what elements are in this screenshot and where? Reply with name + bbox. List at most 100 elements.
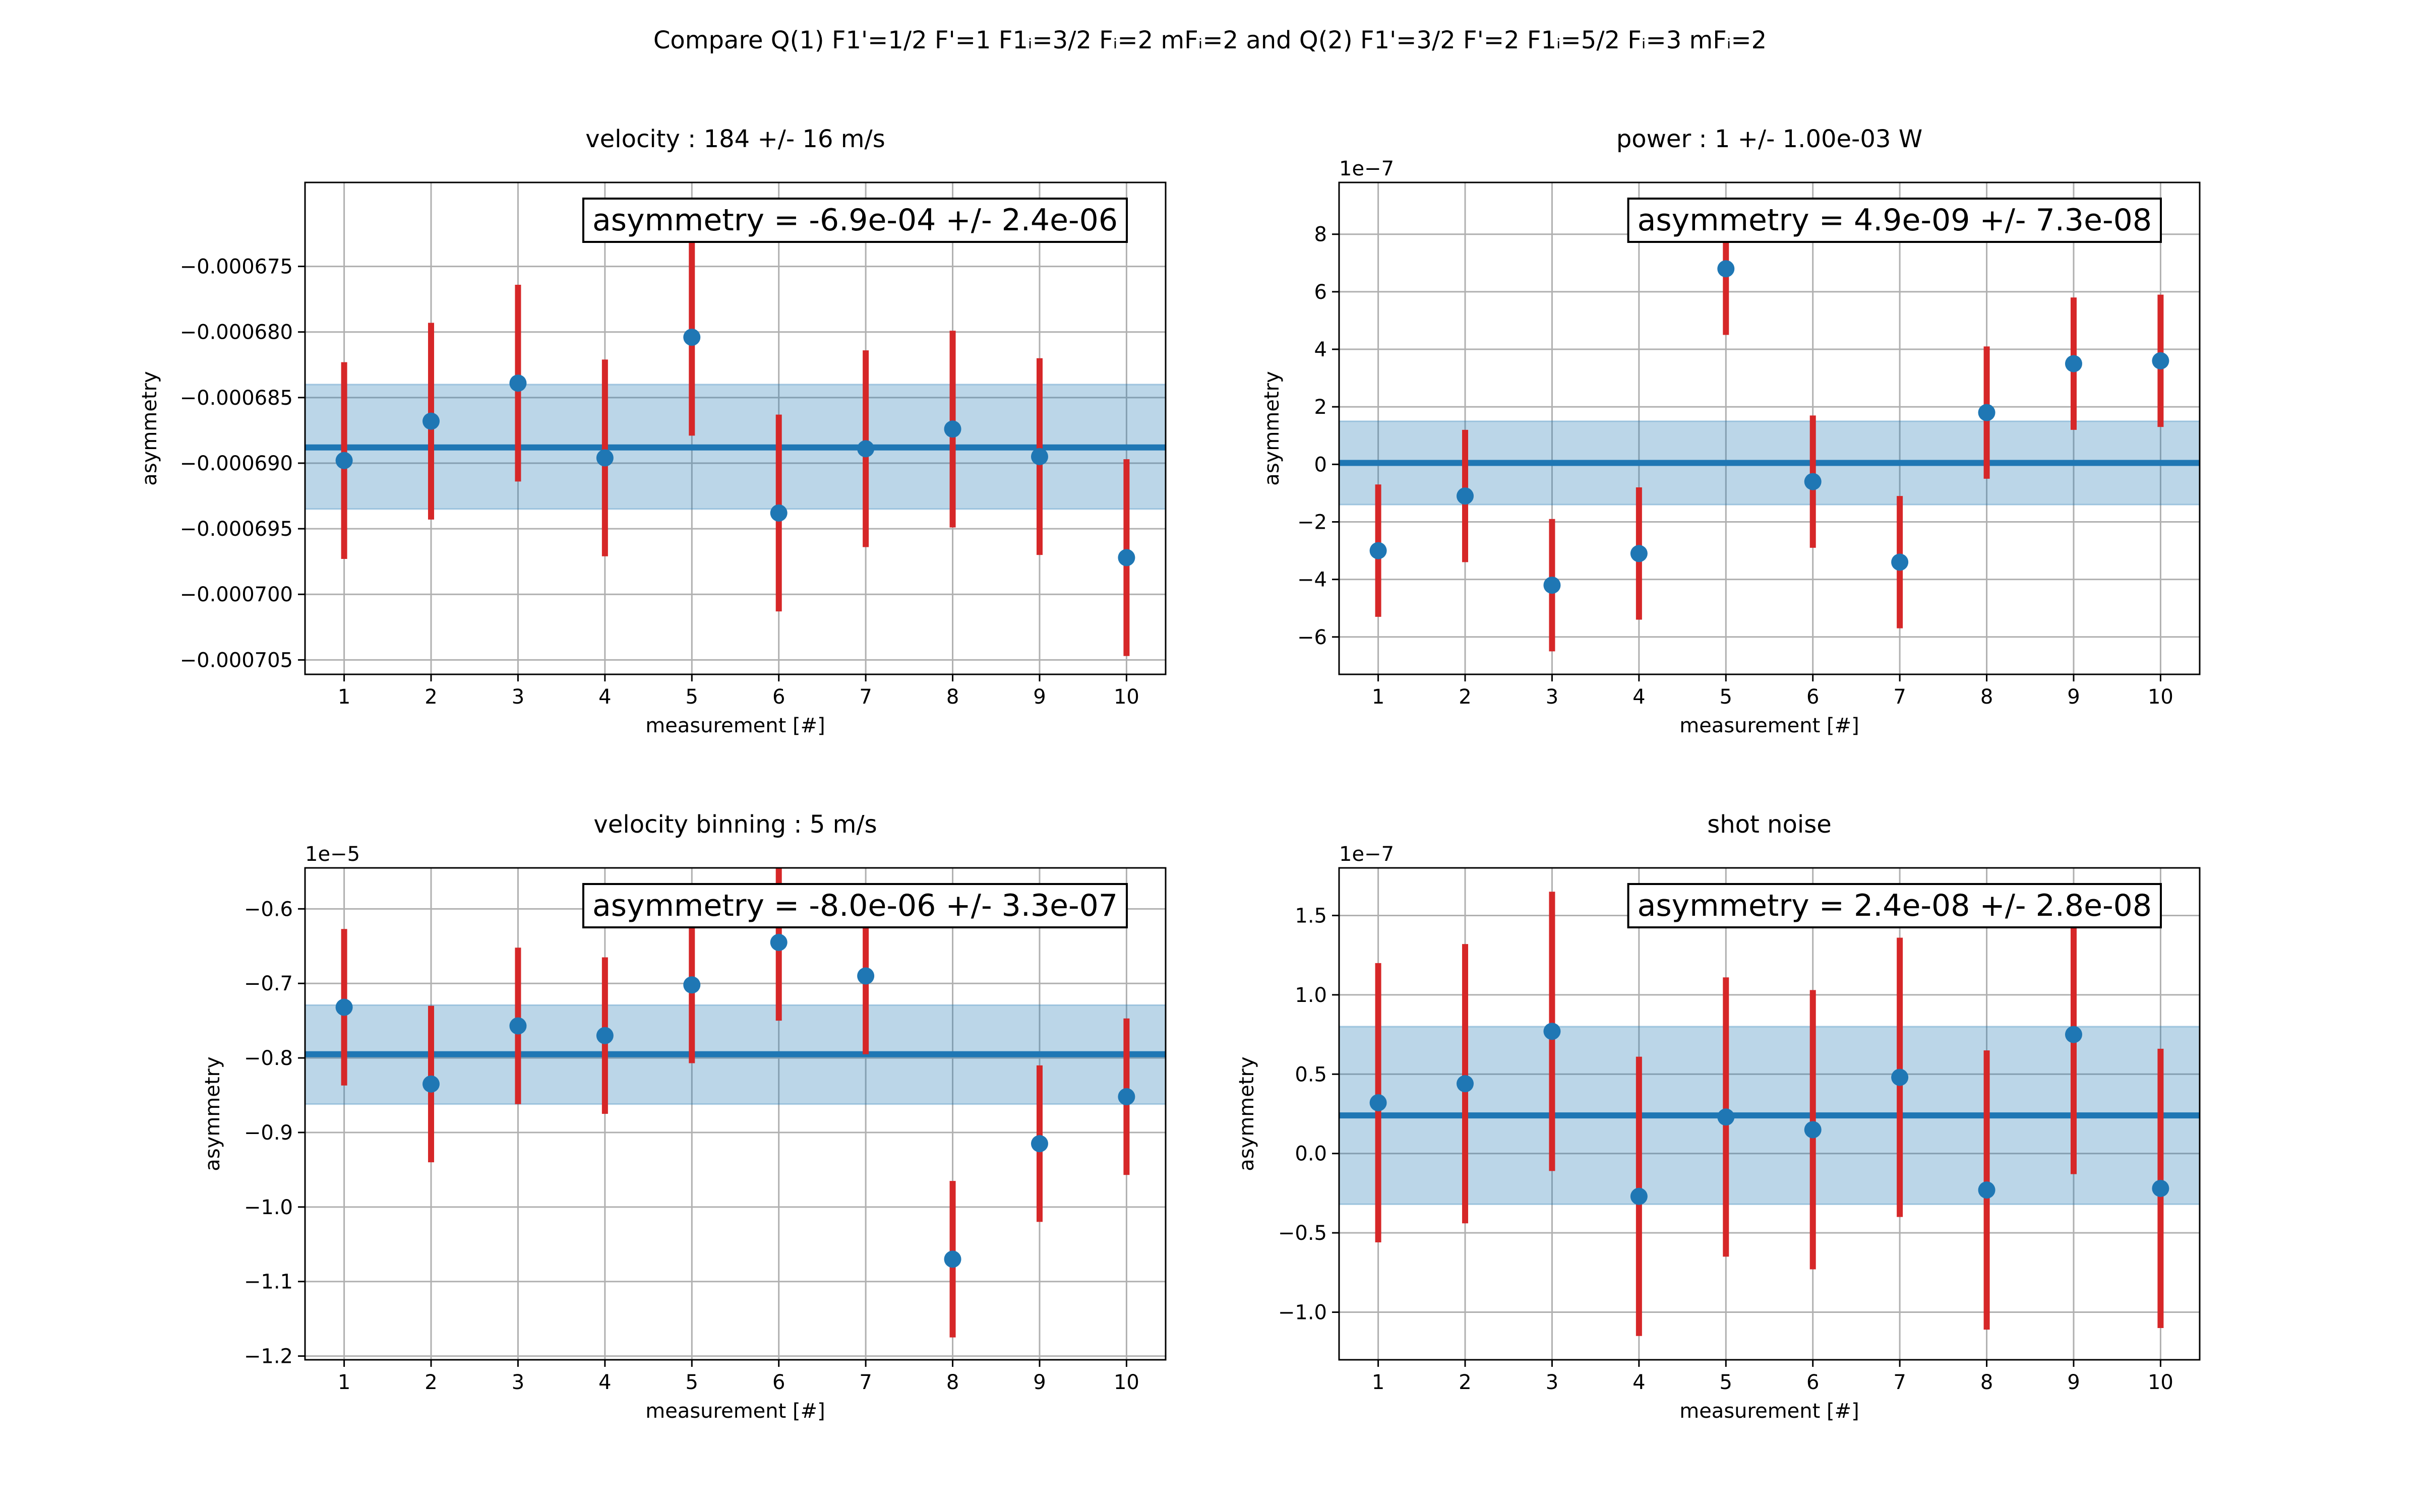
data-layer [1369,892,2169,1336]
y-tick-label: 1.0 [1295,984,1327,1007]
data-layer [335,238,1135,656]
y-tick-label: 0 [1314,453,1327,476]
y-tick-label: −0.5 [1278,1222,1327,1245]
axes-frame [304,181,1167,675]
y-tick-label: −0.000690 [180,452,293,475]
y-tick-label: −1.0 [244,1196,293,1219]
y-tick-label: −1.2 [244,1345,293,1368]
data-point [596,1027,614,1044]
data-point [1118,1088,1135,1105]
annotation-text: asymmetry = -8.0e-06 +/- 3.3e-07 [592,888,1118,923]
y-tick-label: 0.5 [1295,1063,1327,1086]
y-axis-label: asymmetry [1260,371,1284,485]
axis-offset-label: 1e−7 [1339,157,1394,180]
subplot-4: 1 2 3 4 5 6 7 8 9 10 −1.0 −0.5 0.0 0.5 1.0 1.5 shot nois… [1235,810,2201,1423]
subplot-title: velocity : 184 +/- 16 m/s [585,125,885,153]
y-tick-label: −0.000680 [180,321,293,344]
x-tick-label: 7 [859,1371,872,1394]
y-tick-label: −0.000700 [180,583,293,606]
data-point [2152,352,2169,369]
x-tick-label: 1 [1372,1371,1384,1394]
y-tick-label: −0.6 [244,898,293,921]
x-tick-label: 3 [1546,1371,1558,1394]
y-tick-label: 0.0 [1295,1143,1327,1166]
data-point [944,420,961,438]
data-point [2152,1179,2169,1197]
data-point [1369,542,1387,559]
data-point [509,1017,527,1035]
y-tick-label: −2 [1297,511,1327,534]
data-point [857,440,875,458]
annotation-box: asymmetry = -6.9e-04 +/- 2.4e-06 [582,198,1128,243]
data-point [1457,487,1474,505]
axis-offset-label: 1e−5 [305,843,360,866]
x-tick-label: 8 [1980,1371,1993,1394]
x-tick-label: 5 [1720,685,1732,709]
data-point [944,1250,961,1268]
x-tick-label: 9 [2067,1371,2080,1394]
y-tick-label: −6 [1297,626,1327,649]
data-point [1630,545,1648,562]
x-tick-label: 8 [946,685,959,709]
axis-offset-label: 1e−7 [1339,843,1394,866]
x-tick-label: 6 [772,685,785,709]
subplot-title: shot noise [1707,810,1832,839]
x-tick-label: 9 [1033,685,1046,709]
y-tick-label: −0.000695 [180,518,293,541]
y-tick-label: −0.000705 [180,649,293,672]
y-tick-label: −4 [1297,569,1327,592]
subplot-title: velocity binning : 5 m/s [593,810,877,839]
x-tick-label: 2 [425,685,437,709]
data-point [683,329,701,346]
y-tick-label: −0.9 [244,1121,293,1145]
data-point [2065,355,2082,372]
y-tick-label: 2 [1314,396,1327,419]
subplot-title: power : 1 +/- 1.00e-03 W [1616,125,1922,153]
x-tick-label: 7 [1893,1371,1906,1394]
x-tick-label: 7 [1893,685,1906,709]
data-point [683,976,701,994]
x-tick-label: 3 [512,685,524,709]
x-axis-label: measurement [#] [1679,714,1859,737]
annotation-box: asymmetry = -8.0e-06 +/- 3.3e-07 [582,883,1128,928]
annotation-text: asymmetry = 4.9e-09 +/- 7.3e-08 [1638,203,2152,238]
x-tick-label: 4 [1632,685,1645,709]
data-point [1543,577,1561,594]
x-tick-label: 4 [598,685,611,709]
data-point [1630,1187,1648,1205]
x-tick-label: 5 [1720,1371,1732,1394]
data-point [1457,1075,1474,1093]
data-point [1717,260,1735,278]
data-point [422,1075,440,1093]
x-tick-label: 3 [1546,685,1558,709]
x-tick-label: 1 [338,1371,350,1394]
data-point [2065,1026,2082,1043]
x-tick-label: 6 [1806,685,1819,709]
y-tick-label: 4 [1314,338,1327,361]
x-tick-label: 2 [1459,1371,1471,1394]
y-tick-label: −1.1 [244,1271,293,1294]
x-tick-label: 9 [2067,685,2080,709]
x-tick-label: 10 [2148,1371,2173,1394]
x-tick-label: 10 [1114,1371,1139,1394]
y-tick-label: 6 [1314,281,1327,304]
subplot-grid: 1 2 3 4 5 6 7 8 9 10−0.000705−0.000700−0.000695−0… [138,125,2201,1423]
annotation-frame [1627,198,2162,243]
data-point [857,967,875,985]
subplot-3: 1 2 3 4 5 6 7 8 9 10 −1.2 −1.1 −1.0 −0.9 −0.8 −0.7 −0.6 v… [201,810,1167,1423]
data-point [1118,549,1135,566]
y-axis-label: asymmetry [1235,1056,1258,1171]
data-layer [1369,202,2169,652]
data-point [422,412,440,430]
annotation-frame [582,883,1128,928]
y-axis-label: asymmetry [201,1056,224,1171]
data-point [596,449,614,467]
data-point [1031,1135,1048,1153]
axes-frame [1338,181,2201,675]
y-tick-label: −0.7 [244,972,293,995]
data-point [1978,404,1995,421]
x-tick-label: 6 [1806,1371,1819,1394]
data-layer [335,868,1135,1338]
data-point [770,504,788,522]
